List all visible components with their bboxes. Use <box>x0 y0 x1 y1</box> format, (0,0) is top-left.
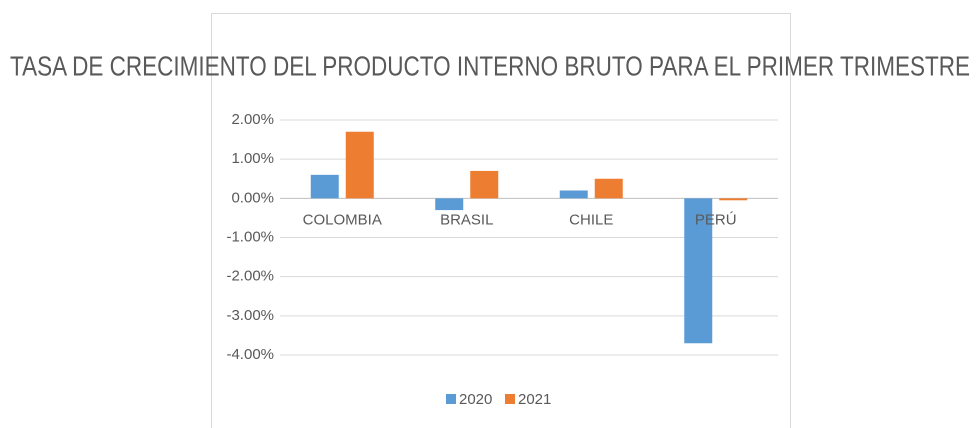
bar <box>594 178 623 199</box>
bar <box>559 190 588 199</box>
bar <box>684 198 713 344</box>
legend-swatch <box>505 394 515 404</box>
y-tick-label: 0.00% <box>231 189 274 206</box>
bar <box>470 170 499 199</box>
y-tick-label: -3.00% <box>226 307 274 324</box>
legend-label: 2021 <box>518 391 551 408</box>
bar <box>435 198 464 211</box>
x-tick-label: CHILE <box>569 211 613 228</box>
y-tick-label: 2.00% <box>231 111 274 128</box>
legend-swatch <box>446 394 456 404</box>
x-tick-label: BRASIL <box>440 211 493 228</box>
y-tick-label: 1.00% <box>231 150 274 167</box>
bar <box>310 174 339 199</box>
y-tick-label: -1.00% <box>226 228 274 245</box>
y-tick-label: -2.00% <box>226 268 274 285</box>
chart-title: TASA DE CRECIMIENTO DEL PRODUCTO INTERNO… <box>10 50 970 81</box>
bar <box>719 198 748 201</box>
x-tick-label: PERÚ <box>695 211 737 228</box>
y-tick-label: -4.00% <box>226 346 274 363</box>
legend-label: 2020 <box>459 391 492 408</box>
x-tick-label: COLOMBIA <box>303 211 382 228</box>
bar <box>345 131 374 199</box>
